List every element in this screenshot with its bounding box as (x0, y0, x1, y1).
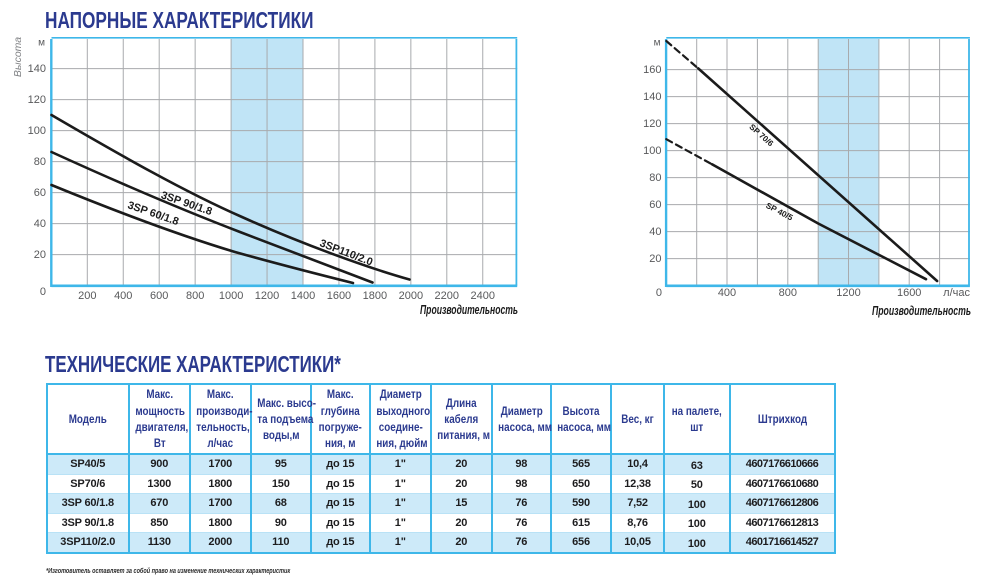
svg-text:100: 100 (28, 125, 46, 137)
svg-text:80: 80 (649, 172, 661, 184)
svg-text:Производительность: Производительность (872, 304, 971, 318)
svg-text:1200: 1200 (255, 290, 279, 302)
svg-text:400: 400 (718, 287, 736, 299)
svg-text:20: 20 (649, 253, 661, 265)
svg-text:Высота: Высота (12, 37, 24, 77)
svg-text:м: м (654, 38, 661, 49)
svg-text:200: 200 (78, 290, 96, 302)
svg-text:600: 600 (150, 290, 168, 302)
svg-text:2400: 2400 (471, 290, 495, 302)
svg-text:400: 400 (114, 290, 132, 302)
svg-text:1400: 1400 (291, 290, 315, 302)
svg-text:80: 80 (34, 156, 46, 168)
svg-text:м: м (38, 38, 45, 49)
svg-text:0: 0 (656, 287, 662, 299)
svg-text:1200: 1200 (836, 287, 860, 299)
svg-text:120: 120 (643, 118, 661, 130)
svg-text:140: 140 (643, 91, 661, 103)
svg-text:40: 40 (34, 218, 46, 230)
svg-text:Производительность: Производительность (420, 303, 518, 317)
svg-text:60: 60 (649, 199, 661, 211)
svg-text:1600: 1600 (327, 290, 351, 302)
svg-text:40: 40 (649, 226, 661, 238)
svg-text:2000: 2000 (399, 290, 423, 302)
svg-text:1600: 1600 (897, 287, 921, 299)
svg-text:20: 20 (34, 249, 46, 261)
svg-text:0: 0 (40, 286, 46, 298)
svg-text:1800: 1800 (363, 290, 387, 302)
svg-text:60: 60 (34, 187, 46, 199)
svg-text:120: 120 (28, 94, 46, 106)
svg-text:800: 800 (779, 287, 797, 299)
svg-text:140: 140 (28, 63, 46, 75)
svg-text:л/час: л/час (943, 287, 970, 299)
svg-text:1000: 1000 (219, 290, 243, 302)
svg-text:2200: 2200 (435, 290, 459, 302)
svg-text:100: 100 (643, 145, 661, 157)
svg-text:800: 800 (186, 290, 204, 302)
svg-text:160: 160 (643, 64, 661, 76)
